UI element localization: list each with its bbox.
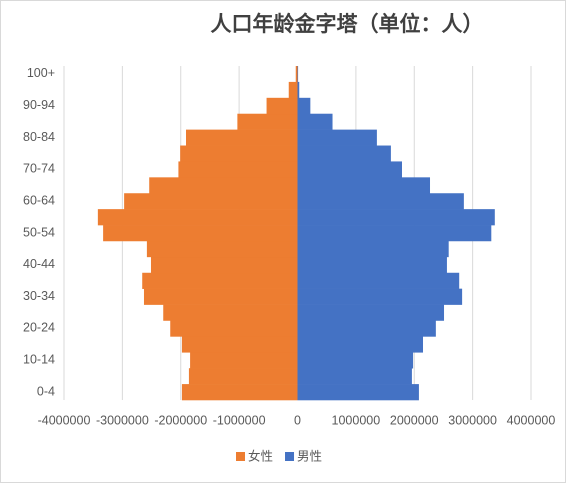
legend-swatch bbox=[236, 452, 245, 461]
bar bbox=[188, 368, 298, 385]
bar bbox=[180, 145, 298, 162]
bar bbox=[297, 81, 300, 99]
bar bbox=[288, 81, 298, 99]
x-tick-label: -1000000 bbox=[213, 413, 266, 427]
bar bbox=[266, 97, 298, 115]
bar bbox=[297, 368, 412, 385]
x-tick-label: 1000000 bbox=[332, 413, 381, 427]
bar bbox=[181, 336, 298, 353]
y-tick-label: 20-24 bbox=[23, 321, 55, 335]
x-tick-label: 2000000 bbox=[390, 413, 439, 427]
bar bbox=[163, 304, 298, 321]
x-tick-label: -3000000 bbox=[96, 413, 149, 427]
bar bbox=[297, 113, 333, 130]
y-tick-label: 0-4 bbox=[37, 384, 55, 398]
x-tick-label: 3000000 bbox=[448, 413, 497, 427]
bar bbox=[170, 320, 298, 337]
bar bbox=[297, 97, 311, 115]
bar bbox=[146, 240, 298, 258]
bar bbox=[181, 384, 298, 401]
bar bbox=[297, 225, 492, 242]
y-tick-label: 10-14 bbox=[23, 353, 55, 367]
bar bbox=[297, 320, 436, 337]
chart-title: 人口年龄金字塔（单位：人） bbox=[211, 12, 484, 36]
y-tick-label: 60-64 bbox=[23, 193, 55, 207]
x-tick-label: -2000000 bbox=[154, 413, 207, 427]
legend-label: 男性 bbox=[297, 449, 322, 463]
bar bbox=[297, 66, 299, 83]
y-tick-label: 90-94 bbox=[23, 98, 55, 112]
bar bbox=[142, 272, 298, 289]
bar bbox=[143, 288, 298, 305]
bar bbox=[297, 240, 449, 258]
bar bbox=[149, 177, 298, 194]
bar bbox=[297, 384, 419, 401]
legend-swatch bbox=[285, 452, 295, 461]
y-tick-label: 30-34 bbox=[23, 289, 55, 303]
bar bbox=[237, 113, 298, 130]
bar bbox=[297, 272, 460, 289]
bar bbox=[124, 193, 298, 210]
bar bbox=[297, 304, 445, 321]
y-tick-label: 100+ bbox=[27, 66, 55, 80]
bar bbox=[297, 209, 495, 226]
bar bbox=[297, 336, 424, 353]
bar bbox=[297, 256, 447, 274]
bar bbox=[297, 288, 463, 305]
bar bbox=[297, 161, 402, 178]
bar bbox=[295, 66, 298, 83]
y-tick-label: 50-54 bbox=[23, 225, 55, 239]
bar bbox=[186, 129, 298, 146]
bar bbox=[103, 225, 298, 242]
bar bbox=[178, 161, 298, 178]
bar bbox=[297, 129, 377, 146]
y-tick-label: 80-84 bbox=[23, 130, 55, 144]
x-tick-label: 0 bbox=[294, 413, 301, 427]
legend-label: 女性 bbox=[248, 448, 273, 463]
bar bbox=[297, 193, 464, 210]
bar bbox=[150, 256, 298, 274]
bar bbox=[297, 145, 391, 162]
bar bbox=[97, 209, 298, 226]
bar bbox=[190, 352, 298, 369]
y-tick-label: 70-74 bbox=[23, 162, 55, 176]
y-tick-label: 40-44 bbox=[23, 257, 55, 271]
x-tick-label: 4000000 bbox=[507, 413, 556, 427]
bar bbox=[297, 352, 414, 369]
bar bbox=[297, 177, 431, 194]
x-tick-label: -4000000 bbox=[38, 413, 91, 427]
